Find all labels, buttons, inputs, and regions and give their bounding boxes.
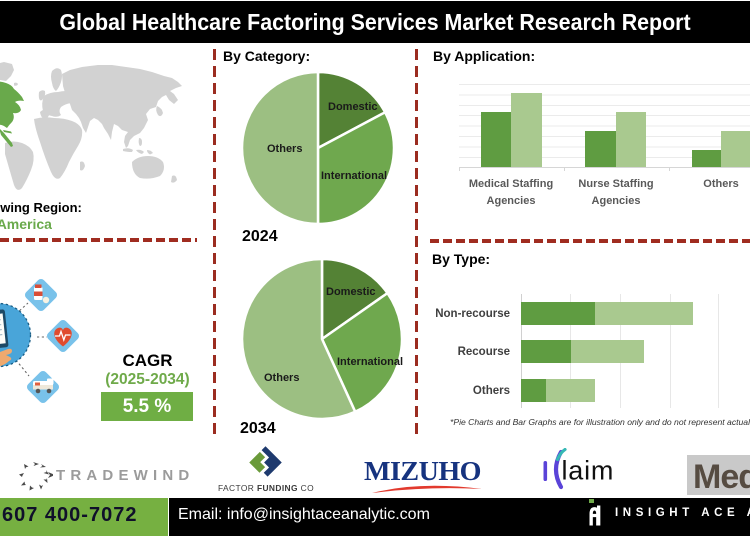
svg-text:Others: Others <box>267 143 302 155</box>
svg-text:International: International <box>337 356 403 368</box>
svg-text:laim: laim <box>562 456 615 486</box>
svg-text:International: International <box>321 170 387 182</box>
svg-text:Others: Others <box>264 372 299 384</box>
svg-text:Domestic: Domestic <box>326 286 376 298</box>
svg-text:Domestic: Domestic <box>328 101 378 113</box>
